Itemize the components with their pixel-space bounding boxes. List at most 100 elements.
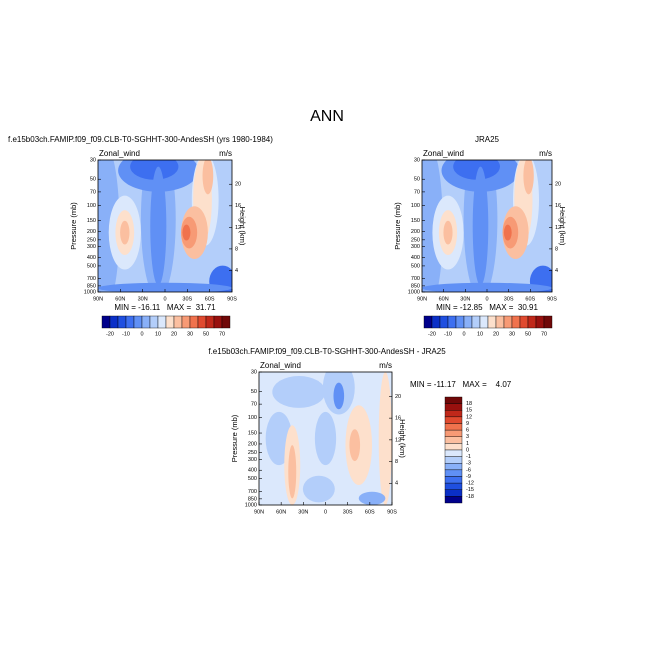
- colorbar-box: [455, 315, 465, 329]
- y-tick-label: 250: [411, 237, 420, 243]
- y-tick-label: 50: [251, 389, 257, 395]
- colorbar-label: -10: [122, 331, 130, 337]
- colorbar-box: [444, 449, 463, 457]
- colorbar-box: [535, 315, 545, 329]
- colorbar-box: [444, 489, 463, 497]
- y-tick-label: 500: [87, 263, 96, 269]
- y-tick-label: 150: [248, 430, 257, 436]
- field-blob: [314, 411, 337, 466]
- colorbar-label: 0: [462, 331, 465, 337]
- colorbar-label: 10: [155, 331, 161, 337]
- y2-tick-label: 8: [395, 459, 398, 465]
- colorbar-label: 18: [466, 401, 472, 407]
- y-tick-label: 70: [414, 189, 420, 195]
- stats: MIN = -16.11 MAX = 31.71: [114, 303, 216, 312]
- colorbar-label: -1: [466, 454, 471, 460]
- right-label: m/s: [379, 361, 392, 370]
- colorbar-box: [165, 315, 175, 329]
- field: [98, 160, 232, 292]
- colorbar-label: 9: [466, 421, 469, 427]
- colorbar-box: [543, 315, 553, 329]
- y2-axis-label: Height (km): [238, 207, 247, 246]
- x-tick-label: 90N: [254, 509, 264, 515]
- y-tick-label: 50: [90, 177, 96, 183]
- colorbar-box: [444, 456, 463, 464]
- colorbar-box: [189, 315, 199, 329]
- y2-tick-label: 8: [555, 246, 558, 252]
- y2-tick-label: 12: [235, 225, 241, 231]
- colorbar-box: [431, 315, 441, 329]
- y-tick-label: 850: [248, 496, 257, 502]
- y-tick-label: 700: [248, 489, 257, 495]
- y-tick-label: 850: [411, 283, 420, 289]
- y2-tick-label: 8: [235, 246, 238, 252]
- colorbar-box: [444, 463, 463, 471]
- field-blob: [182, 224, 191, 241]
- y2-tick-label: 12: [555, 225, 561, 231]
- y-tick-label: 100: [411, 203, 420, 209]
- colorbar-box: [444, 410, 463, 418]
- colorbar-box: [495, 315, 505, 329]
- colorbar-box: [221, 315, 231, 329]
- x-tick-label: 60N: [276, 509, 286, 515]
- x-tick-label: 90S: [387, 509, 397, 515]
- field-blob: [288, 445, 297, 499]
- colorbar-label: 3: [466, 434, 469, 440]
- colorbar-label: 12: [466, 414, 472, 420]
- colorbar-label: 30: [187, 331, 193, 337]
- y-tick-label: 500: [248, 476, 257, 482]
- y-tick-label: 1000: [84, 289, 96, 295]
- y-tick-label: 250: [248, 450, 257, 456]
- colorbar-box: [197, 315, 207, 329]
- y-tick-label: 400: [87, 255, 96, 261]
- y-tick-label: 100: [248, 415, 257, 421]
- colorbar-box: [444, 436, 463, 444]
- colorbar-label: -3: [466, 461, 471, 467]
- field-blob: [202, 160, 214, 195]
- field-blob: [378, 372, 392, 505]
- colorbar-box: [471, 315, 481, 329]
- colorbar-box: [487, 315, 497, 329]
- field-blob: [503, 224, 512, 241]
- y-tick-label: 300: [411, 244, 420, 250]
- x-tick-label: 60N: [115, 296, 125, 302]
- y-tick-label: 100: [87, 203, 96, 209]
- y-tick-label: 850: [87, 283, 96, 289]
- colorbar-box: [181, 315, 191, 329]
- colorbar-box: [444, 403, 463, 411]
- field-blob: [272, 375, 326, 408]
- field-blob: [472, 166, 489, 286]
- field: [259, 372, 392, 505]
- x-tick-label: 30N: [138, 296, 148, 302]
- y-tick-label: 300: [248, 457, 257, 463]
- y-tick-label: 400: [248, 468, 257, 474]
- field-blob: [358, 491, 386, 505]
- y-tick-label: 1000: [245, 502, 257, 508]
- colorbar-box: [133, 315, 143, 329]
- y-tick-label: 300: [87, 244, 96, 250]
- colorbar-box: [444, 469, 463, 477]
- y2-axis-label: Height (km): [558, 207, 567, 246]
- colorbar-box: [157, 315, 167, 329]
- colorbar-box: [109, 315, 119, 329]
- field-blob: [422, 282, 552, 292]
- colorbar-label: 15: [466, 408, 472, 414]
- field-blob: [349, 429, 361, 462]
- y2-tick-label: 4: [235, 268, 238, 274]
- colorbar-label: -12: [466, 481, 474, 487]
- stats: MIN = -12.85 MAX = 30.91: [436, 303, 538, 312]
- x-tick-label: 60S: [525, 296, 535, 302]
- colorbar-box: [503, 315, 513, 329]
- panel-title: JRA25: [475, 135, 500, 144]
- y2-tick-label: 4: [395, 481, 398, 487]
- field-blob: [98, 282, 232, 292]
- colorbar-label: -6: [466, 467, 471, 473]
- y-axis-label: Pressure (mb): [230, 414, 239, 462]
- y2-tick-label: 16: [395, 416, 401, 422]
- x-tick-label: 90N: [417, 296, 427, 302]
- y-tick-label: 700: [87, 276, 96, 282]
- y-tick-label: 1000: [408, 289, 420, 295]
- colorbar-box: [423, 315, 433, 329]
